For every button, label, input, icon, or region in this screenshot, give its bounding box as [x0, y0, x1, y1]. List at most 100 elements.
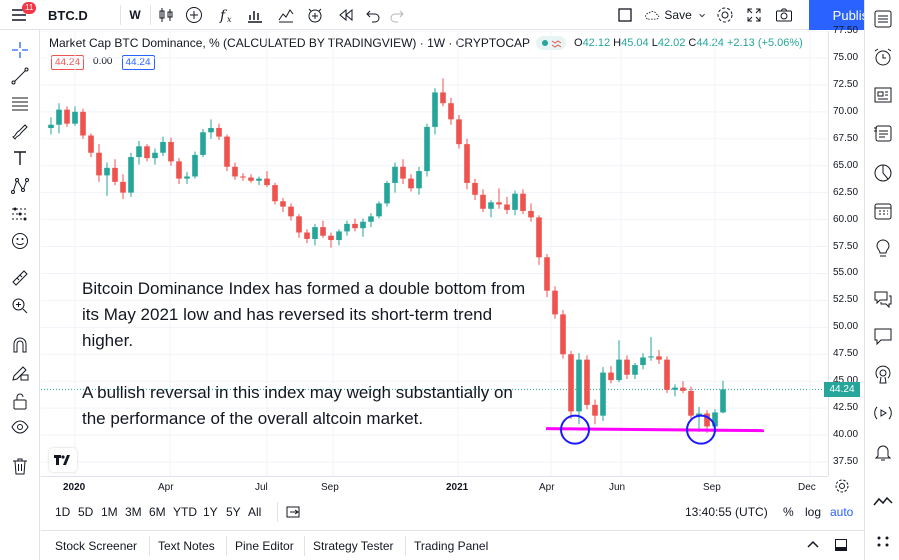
tab-stock-screener[interactable]: Stock Screener — [55, 539, 138, 553]
lock-tool[interactable] — [6, 389, 34, 413]
range-button-1m[interactable]: 1M — [101, 505, 118, 519]
calendar-list-icon — [874, 125, 892, 142]
chart-type-button[interactable] — [153, 0, 179, 30]
eye-icon — [11, 420, 29, 434]
percent-scale-toggle[interactable]: % — [783, 505, 794, 519]
candle — [648, 337, 654, 361]
candle-body — [312, 227, 318, 239]
redo-button[interactable] — [386, 0, 408, 30]
indicators-add-button[interactable] — [181, 0, 207, 30]
candle — [608, 366, 614, 384]
tab-trading-panel[interactable]: Trading Panel — [414, 539, 489, 553]
brush-tool[interactable] — [6, 119, 34, 143]
range-button-3m[interactable]: 3M — [125, 505, 142, 519]
pattern-tool[interactable] — [6, 174, 34, 198]
chart-annotation[interactable]: Bitcoin Dominance Index has formed a dou… — [82, 276, 532, 458]
trendline-tool[interactable] — [6, 64, 34, 88]
fullscreen-button[interactable] — [741, 0, 767, 30]
range-button-all[interactable]: All — [248, 505, 262, 519]
goto-date-icon[interactable] — [286, 505, 302, 519]
prediction-tool[interactable] — [6, 202, 34, 226]
maximize-panel-icon[interactable] — [834, 538, 848, 552]
price-chart[interactable] — [41, 31, 828, 476]
candle — [112, 159, 118, 186]
range-button-5y[interactable]: 5Y — [226, 505, 241, 519]
private-chats-button[interactable] — [870, 323, 896, 349]
candle-body — [552, 290, 558, 315]
candle-body — [696, 413, 702, 416]
text-tool[interactable] — [6, 146, 34, 170]
log-scale-toggle[interactable]: log — [805, 505, 822, 519]
notifications-button[interactable] — [870, 439, 896, 465]
layout-button[interactable] — [613, 0, 637, 30]
range-button-5d[interactable]: 5D — [78, 505, 94, 519]
stream-play-button[interactable] — [870, 400, 896, 426]
horizontal-lines-tool[interactable] — [6, 91, 34, 115]
ideas-button[interactable] — [870, 236, 896, 262]
hotlist-button[interactable] — [870, 120, 896, 146]
axis-settings-icon[interactable] — [834, 478, 850, 494]
emoji-tool[interactable] — [6, 229, 34, 253]
auto-scale-toggle[interactable]: auto — [830, 505, 854, 519]
undo-button[interactable] — [362, 0, 384, 30]
legend-title[interactable]: Market Cap BTC Dominance, % (CALCULATED … — [49, 36, 530, 50]
clock[interactable]: 13:40:55 (UTC) — [685, 505, 768, 519]
snapshot-button[interactable] — [771, 0, 797, 30]
candle-body — [568, 354, 574, 412]
alert-button[interactable] — [302, 0, 328, 30]
range-button-6m[interactable]: 6M — [149, 505, 166, 519]
time-axis[interactable]: 2020 Apr Jul Sep 2021 Apr Jun Sep Dec — [41, 476, 828, 496]
measure-tool[interactable] — [6, 266, 34, 290]
candle — [600, 367, 606, 422]
watchlist-button[interactable] — [870, 6, 896, 32]
price-axis[interactable]: 77.50 75.00 72.50 70.00 67.50 65.00 62.50 60.00… — [828, 25, 864, 476]
order-panel-button[interactable] — [870, 488, 896, 514]
chevron-up-icon[interactable] — [806, 538, 820, 552]
candle-body — [288, 206, 294, 217]
data-window-button[interactable] — [870, 82, 896, 108]
tab-pine-editor[interactable]: Pine Editor — [235, 539, 294, 553]
tab-strategy-tester[interactable]: Strategy Tester — [313, 539, 394, 553]
performance-button[interactable] — [870, 160, 896, 186]
compare-button[interactable] — [273, 0, 299, 30]
more-widgets-button[interactable] — [870, 528, 896, 554]
svg-text:f: f — [219, 8, 228, 24]
fullscreen-icon — [747, 8, 761, 22]
candle — [192, 151, 198, 179]
lock-icon — [13, 393, 27, 410]
financials-button[interactable] — [242, 0, 268, 30]
alerts-button[interactable] — [870, 44, 896, 70]
svg-text:x: x — [227, 15, 232, 24]
zoom-tool[interactable] — [6, 294, 34, 318]
candle — [96, 144, 102, 182]
crosshair-tool[interactable] — [6, 38, 34, 62]
remove-drawings-tool[interactable] — [6, 454, 34, 478]
replay-button[interactable] — [333, 0, 359, 30]
legend-ohlc: O42.12 H45.04 L42.02 C44.24 +2.13 (+5.06… — [574, 37, 803, 49]
candle-body — [304, 232, 310, 239]
tab-text-notes[interactable]: Text Notes — [158, 539, 215, 553]
range-button-ytd[interactable]: YTD — [173, 505, 197, 519]
range-button-1y[interactable]: 1Y — [203, 505, 218, 519]
interval-button[interactable]: W — [129, 8, 141, 22]
candle-body — [144, 146, 150, 159]
tradingview-logo[interactable] — [49, 448, 77, 472]
candle — [440, 78, 446, 107]
time-tick-label: 2021 — [446, 482, 469, 493]
candle — [696, 407, 702, 432]
settings-button[interactable] — [712, 0, 738, 30]
streams-button[interactable] — [870, 362, 896, 388]
price-tick-label: 67.50 — [833, 132, 859, 144]
save-button[interactable]: Save — [644, 0, 706, 30]
candle-body — [560, 314, 566, 355]
stay-drawing-tool[interactable] — [6, 361, 34, 385]
calendar-button[interactable] — [870, 198, 896, 224]
range-button-1d[interactable]: 1D — [55, 505, 71, 519]
hide-drawings-tool[interactable] — [6, 415, 34, 439]
symbol-search[interactable]: BTC.D — [48, 7, 88, 23]
chat-button[interactable] — [870, 286, 896, 312]
prediction-icon — [12, 207, 28, 221]
candle-body — [520, 193, 526, 211]
magnet-tool[interactable] — [6, 333, 34, 357]
